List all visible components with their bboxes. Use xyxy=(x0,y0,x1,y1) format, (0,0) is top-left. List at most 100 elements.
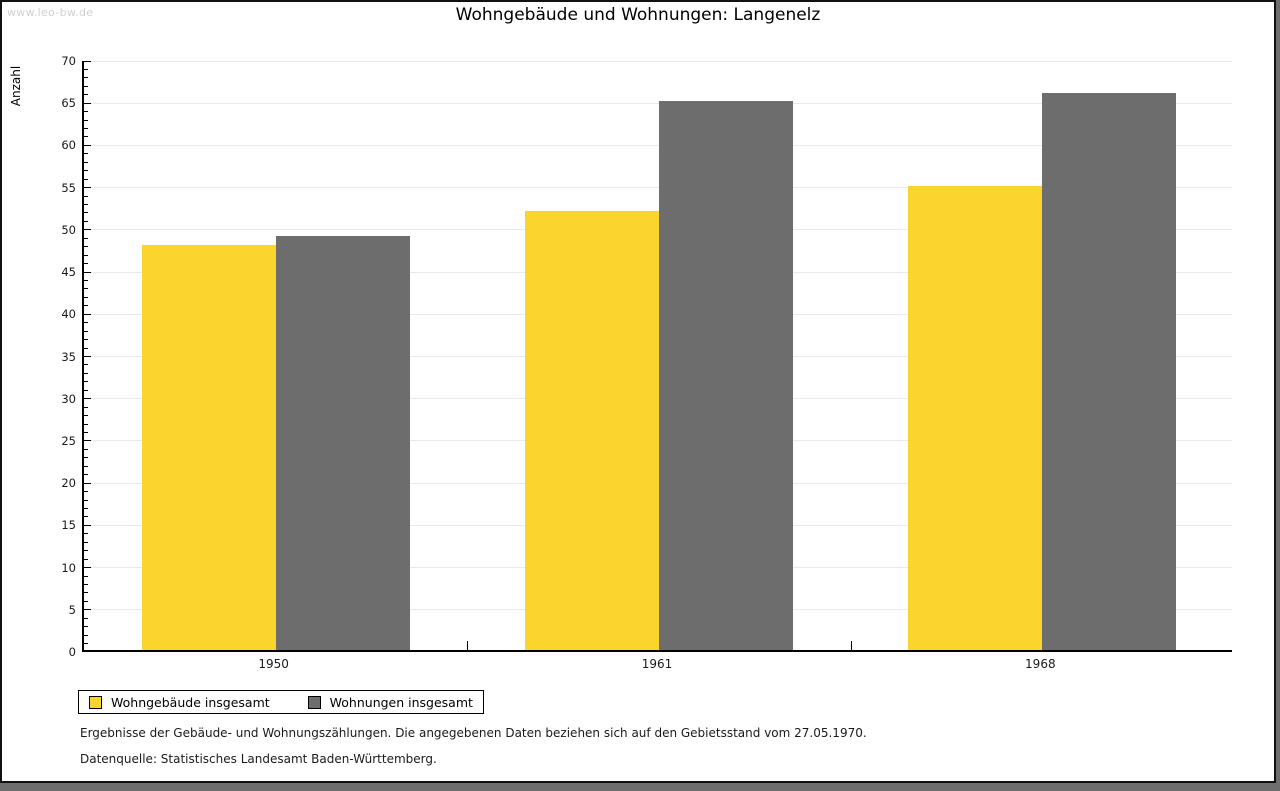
y-minor-tick xyxy=(84,347,88,349)
y-minor-tick xyxy=(84,558,88,560)
y-minor-tick xyxy=(84,364,88,366)
footnote-source-note: Ergebnisse der Gebäude- und Wohnungszähl… xyxy=(80,726,867,740)
y-tick-label: 15 xyxy=(61,518,76,533)
y-minor-tick xyxy=(84,94,88,96)
y-minor-tick xyxy=(84,330,88,332)
y-minor-tick xyxy=(84,415,88,417)
y-minor-tick xyxy=(84,491,88,493)
y-minor-tick xyxy=(84,626,88,628)
y-axis-label: Anzahl xyxy=(9,65,23,107)
y-minor-tick xyxy=(84,339,88,341)
y-minor-tick xyxy=(84,457,88,459)
y-major-tick xyxy=(84,313,91,315)
y-major-tick xyxy=(84,398,91,400)
y-minor-tick xyxy=(84,381,88,383)
y-minor-tick xyxy=(84,204,88,206)
y-minor-tick xyxy=(84,254,88,256)
y-tick-label: 60 xyxy=(61,138,76,153)
y-minor-tick xyxy=(84,643,88,645)
y-tick-label: 10 xyxy=(61,560,76,575)
y-minor-tick xyxy=(84,237,88,239)
bar-1961-series-0 xyxy=(525,210,659,650)
y-minor-tick xyxy=(84,448,88,450)
legend-item: Wohnungen insgesamt xyxy=(307,695,473,710)
y-major-tick xyxy=(84,144,91,146)
y-minor-tick xyxy=(84,263,88,265)
y-minor-tick xyxy=(84,617,88,619)
y-major-tick xyxy=(84,440,91,442)
plot-area xyxy=(82,60,1232,652)
y-minor-tick xyxy=(84,507,88,509)
y-tick-label: 5 xyxy=(68,602,76,617)
y-minor-tick xyxy=(84,533,88,535)
y-minor-tick xyxy=(84,423,88,425)
y-minor-tick xyxy=(84,592,88,594)
y-minor-tick xyxy=(84,372,88,374)
y-tick-label: 55 xyxy=(61,180,76,195)
y-minor-tick xyxy=(84,541,88,543)
y-minor-tick xyxy=(84,246,88,248)
y-minor-tick xyxy=(84,575,88,577)
y-minor-tick xyxy=(84,499,88,501)
chart-title: Wohngebäude und Wohnungen: Langenelz xyxy=(455,5,821,25)
y-minor-tick xyxy=(84,170,88,172)
y-minor-tick xyxy=(84,389,88,391)
y-minor-tick xyxy=(84,322,88,324)
y-tick-label: 25 xyxy=(61,433,76,448)
y-minor-tick xyxy=(84,406,88,408)
y-minor-tick xyxy=(84,136,88,138)
y-major-tick xyxy=(84,524,91,526)
watermark: www.leo-bw.de xyxy=(7,6,94,19)
y-minor-tick xyxy=(84,516,88,518)
y-tick-label: 40 xyxy=(61,307,76,322)
gridline xyxy=(84,187,1232,189)
legend-swatch xyxy=(307,695,321,709)
y-tick-label: 65 xyxy=(61,96,76,111)
y-minor-tick xyxy=(84,431,88,433)
y-minor-tick xyxy=(84,474,88,476)
y-minor-tick xyxy=(84,68,88,70)
y-tick-label: 45 xyxy=(61,265,76,280)
y-minor-tick xyxy=(84,111,88,113)
bar-1950-series-0 xyxy=(141,244,276,650)
x-tick-label-1961: 1961 xyxy=(641,657,673,671)
bar-1968-series-0 xyxy=(908,185,1043,650)
gridline xyxy=(84,144,1232,146)
y-minor-tick xyxy=(84,634,88,636)
y-tick-label: 0 xyxy=(68,645,76,659)
bar-1968-series-1 xyxy=(1042,92,1177,650)
y-minor-tick xyxy=(84,161,88,163)
x-boundary-tick xyxy=(467,641,469,650)
y-tick-label: 35 xyxy=(61,349,76,364)
y-minor-tick xyxy=(84,212,88,214)
y-major-tick xyxy=(84,229,91,231)
y-minor-tick xyxy=(84,195,88,197)
y-major-tick xyxy=(84,609,91,611)
legend-label: Wohngebäude insgesamt xyxy=(111,694,270,710)
gridline xyxy=(84,60,1232,62)
legend-swatch xyxy=(89,695,102,709)
y-major-tick xyxy=(84,60,91,62)
y-minor-tick xyxy=(84,119,88,121)
y-minor-tick xyxy=(84,288,88,290)
y-minor-tick xyxy=(84,220,88,222)
y-major-tick xyxy=(84,187,91,189)
y-minor-tick xyxy=(84,280,88,281)
y-minor-tick xyxy=(84,296,88,298)
y-tick-label: 20 xyxy=(61,476,76,491)
y-minor-tick xyxy=(84,153,88,155)
bar-1950-series-1 xyxy=(275,236,410,650)
y-major-tick xyxy=(84,271,91,273)
y-tick-label: 30 xyxy=(61,391,76,406)
y-minor-tick xyxy=(84,305,88,307)
y-minor-tick xyxy=(84,178,88,180)
y-minor-tick xyxy=(84,550,88,552)
y-minor-tick xyxy=(84,583,88,585)
y-tick-label: 70 xyxy=(61,54,76,68)
y-minor-tick xyxy=(84,77,88,79)
y-major-tick xyxy=(84,482,91,484)
footnote-data-source: Datenquelle: Statistisches Landesamt Bad… xyxy=(80,752,437,766)
y-major-tick xyxy=(84,567,91,569)
y-major-tick xyxy=(84,356,91,357)
